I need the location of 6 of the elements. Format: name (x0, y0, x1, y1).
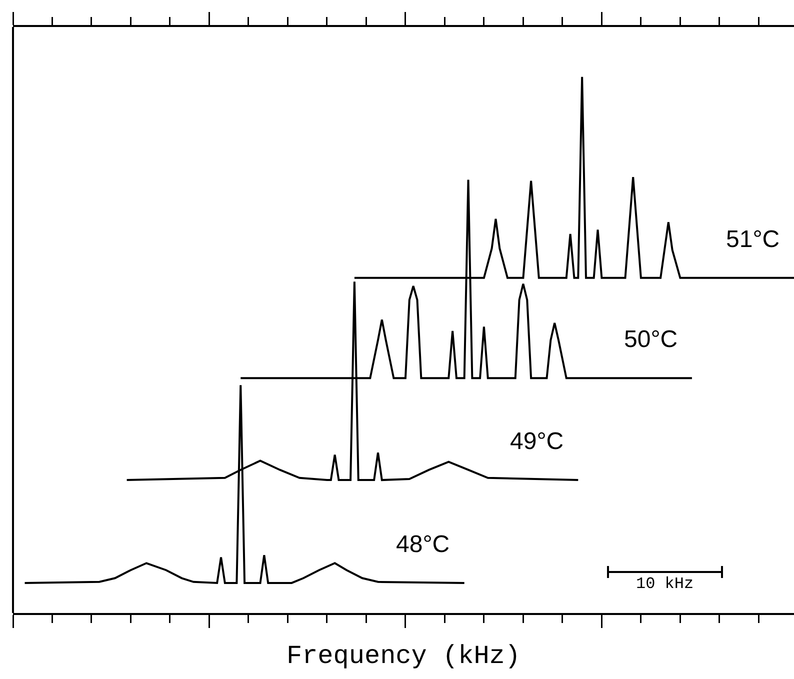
series-label: 50°C (624, 326, 678, 353)
series-label: 51°C (726, 226, 780, 253)
x-axis-title: Frequency (kHz) (286, 641, 521, 672)
annotation: 10 kHz (636, 575, 694, 593)
series-label: 48°C (396, 531, 450, 558)
series-label: 49°C (510, 428, 564, 455)
